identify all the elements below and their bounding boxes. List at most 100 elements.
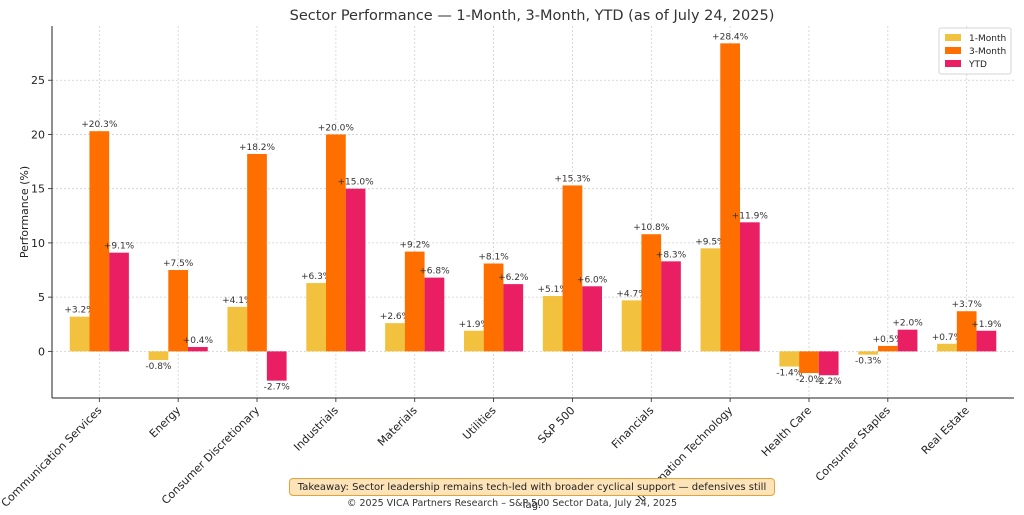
legend-label: YTD — [968, 60, 987, 70]
x-tick-label: Materials — [375, 404, 420, 449]
data-label: -2.0% — [796, 375, 823, 385]
data-label: +0.4% — [183, 336, 214, 346]
y-tick-label: 20 — [31, 128, 45, 141]
x-tick-label: Consumer Staples — [813, 404, 893, 484]
bar-1-month — [464, 330, 484, 352]
data-label: -0.8% — [145, 362, 172, 372]
data-label: -2.7% — [264, 383, 291, 393]
data-label: +9.1% — [104, 242, 135, 252]
footer-credit: © 2025 VICA Partners Research – S&P 500 … — [346, 498, 678, 509]
bar-ytd — [266, 351, 287, 381]
y-tick-label: 10 — [31, 237, 45, 250]
legend-swatch — [945, 34, 961, 41]
data-label: +3.2% — [64, 306, 95, 316]
bar-3-month — [641, 234, 662, 352]
bar-1-month — [148, 351, 169, 361]
bar-3-month — [326, 134, 346, 352]
y-tick-label: 15 — [31, 183, 45, 196]
bar-1-month — [542, 296, 563, 352]
bar-3-month — [247, 153, 267, 352]
bar-ytd — [897, 329, 918, 352]
data-label: +0.7% — [932, 333, 963, 343]
bar-1-month — [779, 351, 800, 367]
legend-label: 3-Month — [969, 47, 1006, 57]
bar-1-month — [621, 300, 642, 352]
bar-1-month — [306, 283, 327, 352]
legend-swatch — [945, 60, 961, 67]
bar-ytd — [661, 261, 681, 352]
data-label: +15.3% — [554, 174, 591, 184]
bar-ytd — [976, 330, 997, 352]
data-label: -2.2% — [816, 377, 843, 387]
data-label: +2.6% — [380, 312, 411, 322]
takeaway-banner: Takeaway: Sector leadership remains tech… — [289, 478, 775, 511]
bar-1-month — [385, 323, 405, 352]
x-tick-label: S&P 500 — [535, 404, 577, 446]
data-label: +15.0% — [338, 178, 375, 188]
bar-1-month — [937, 343, 957, 352]
bar-ytd — [424, 277, 445, 352]
bar-3-month — [483, 263, 504, 352]
data-label: +6.0% — [577, 275, 608, 285]
y-tick-label: 25 — [31, 74, 45, 87]
legend-label: 1-Month — [969, 34, 1006, 44]
data-label: +2.0% — [892, 319, 923, 329]
bar-1-month — [858, 351, 878, 355]
bar-1-month — [227, 306, 248, 352]
data-label: +6.2% — [498, 273, 529, 283]
data-label: +20.3% — [81, 120, 118, 130]
chart-title: Sector Performance — 1-Month, 3-Month, Y… — [290, 8, 775, 24]
axes: 0 5 10 15 20 25 Communication Services Energy Co… — [0, 26, 1014, 510]
data-label: +9.2% — [400, 241, 431, 251]
bar-ytd — [188, 347, 208, 352]
legend-swatch — [945, 47, 961, 54]
bar-3-month — [956, 311, 977, 352]
x-tick-label: Communication Services — [0, 404, 105, 510]
bar-3-month — [720, 43, 740, 352]
legend: 1-Month 3-Month YTD — [938, 27, 1012, 75]
y-tick-label: 5 — [38, 291, 45, 304]
data-label: +1.9% — [459, 320, 490, 330]
bar-ytd — [345, 188, 366, 352]
data-label: +6.8% — [419, 267, 450, 277]
data-label: +20.0% — [318, 123, 355, 133]
y-axis-label: Performance (%) — [18, 166, 31, 258]
data-label: +28.4% — [712, 32, 749, 42]
bar-3-month — [877, 345, 898, 352]
bar-3-month — [562, 185, 583, 352]
x-tick-label: Real Estate — [919, 404, 972, 457]
x-tick-label: Energy — [147, 404, 184, 441]
data-label: -1.4% — [776, 369, 803, 379]
data-label: +9.5% — [695, 237, 726, 247]
data-label: +18.2% — [239, 143, 276, 153]
bar-3-month — [89, 131, 110, 352]
data-label: +8.1% — [478, 253, 509, 263]
bar-ytd — [818, 351, 839, 376]
data-label: +5.1% — [538, 285, 569, 295]
x-tick-label: Health Care — [759, 404, 814, 459]
data-label: +8.3% — [656, 250, 687, 260]
data-label: +7.5% — [163, 259, 194, 269]
bar-1-month — [700, 248, 721, 352]
data-label: +10.8% — [633, 223, 670, 233]
x-tick-label: Utilities — [460, 404, 499, 443]
data-label: +4.1% — [222, 296, 253, 306]
data-label: +1.9% — [971, 320, 1002, 330]
bar-ytd — [739, 222, 760, 352]
data-label: +3.7% — [951, 300, 982, 310]
x-tick-label: Industrials — [291, 404, 341, 454]
data-label: -0.3% — [855, 357, 882, 367]
bar-3-month — [404, 251, 425, 352]
bar-3-month — [168, 270, 189, 352]
bar-1-month — [69, 316, 90, 352]
x-tick-label: Financials — [609, 404, 656, 451]
bar-ytd — [109, 252, 129, 352]
data-label: +4.7% — [616, 289, 647, 299]
bar-3-month — [799, 351, 819, 374]
data-label: +0.5% — [873, 335, 904, 345]
data-label: +6.3% — [301, 272, 332, 282]
bar-ytd — [582, 286, 602, 352]
bars-layer: +3.2% +20.3% +9.1% -0.8% +7.5% +0.4% +4.1% +18.… — [64, 32, 1002, 392]
y-tick-label: 0 — [38, 345, 45, 358]
